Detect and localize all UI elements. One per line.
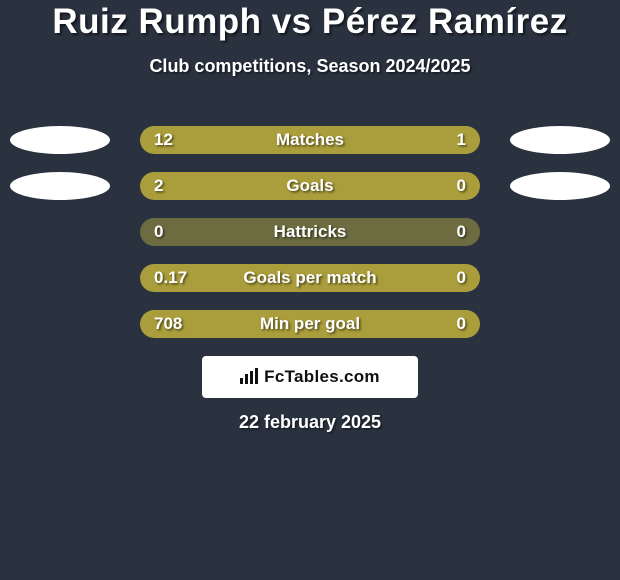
stat-bar: 20Goals: [140, 172, 480, 200]
stat-label: Hattricks: [140, 222, 480, 242]
page-subtitle: Club competitions, Season 2024/2025: [0, 56, 620, 77]
stat-value-left: 12: [154, 130, 173, 150]
brand-text: FcTables.com: [264, 367, 380, 386]
stat-bar: 121Matches: [140, 126, 480, 154]
player-badge-left: [10, 126, 110, 154]
player-badge-right: [510, 172, 610, 200]
stat-value-left: 0.17: [154, 268, 187, 288]
stat-value-left: 708: [154, 314, 182, 334]
stat-bar: 7080Min per goal: [140, 310, 480, 338]
stat-row: 0.170Goals per match: [0, 264, 620, 292]
stat-value-right: 0: [457, 268, 466, 288]
stat-value-right: 1: [457, 130, 466, 150]
stat-row: 121Matches: [0, 126, 620, 154]
brand-badge[interactable]: FcTables.com: [202, 356, 418, 398]
barchart-icon: [240, 368, 260, 384]
stat-value-right: 0: [457, 176, 466, 196]
comparison-card: Ruiz Rumph vs Pérez Ramírez Club competi…: [0, 2, 620, 580]
stat-fill-right: [405, 172, 480, 200]
stat-bar: 0.170Goals per match: [140, 264, 480, 292]
page-title: Ruiz Rumph vs Pérez Ramírez: [0, 2, 620, 42]
stat-fill-left: [140, 264, 480, 292]
stat-value-right: 0: [457, 222, 466, 242]
stat-fill-left: [140, 310, 480, 338]
stat-fill-right: [398, 126, 480, 154]
snapshot-date: 22 february 2025: [0, 412, 620, 433]
stat-rows: 121Matches20Goals00Hattricks0.170Goals p…: [0, 126, 620, 338]
stat-fill-left: [140, 126, 398, 154]
stat-value-left: 2: [154, 176, 163, 196]
stat-value-left: 0: [154, 222, 163, 242]
stat-row: 7080Min per goal: [0, 310, 620, 338]
stat-row: 0 0Hattricks: [0, 218, 620, 246]
stat-fill-left: [140, 172, 405, 200]
player-badge-left: [10, 172, 110, 200]
stat-bar: 0 0Hattricks: [140, 218, 480, 246]
stat-value-right: 0: [457, 314, 466, 334]
player-badge-right: [510, 126, 610, 154]
stat-row: 20Goals: [0, 172, 620, 200]
